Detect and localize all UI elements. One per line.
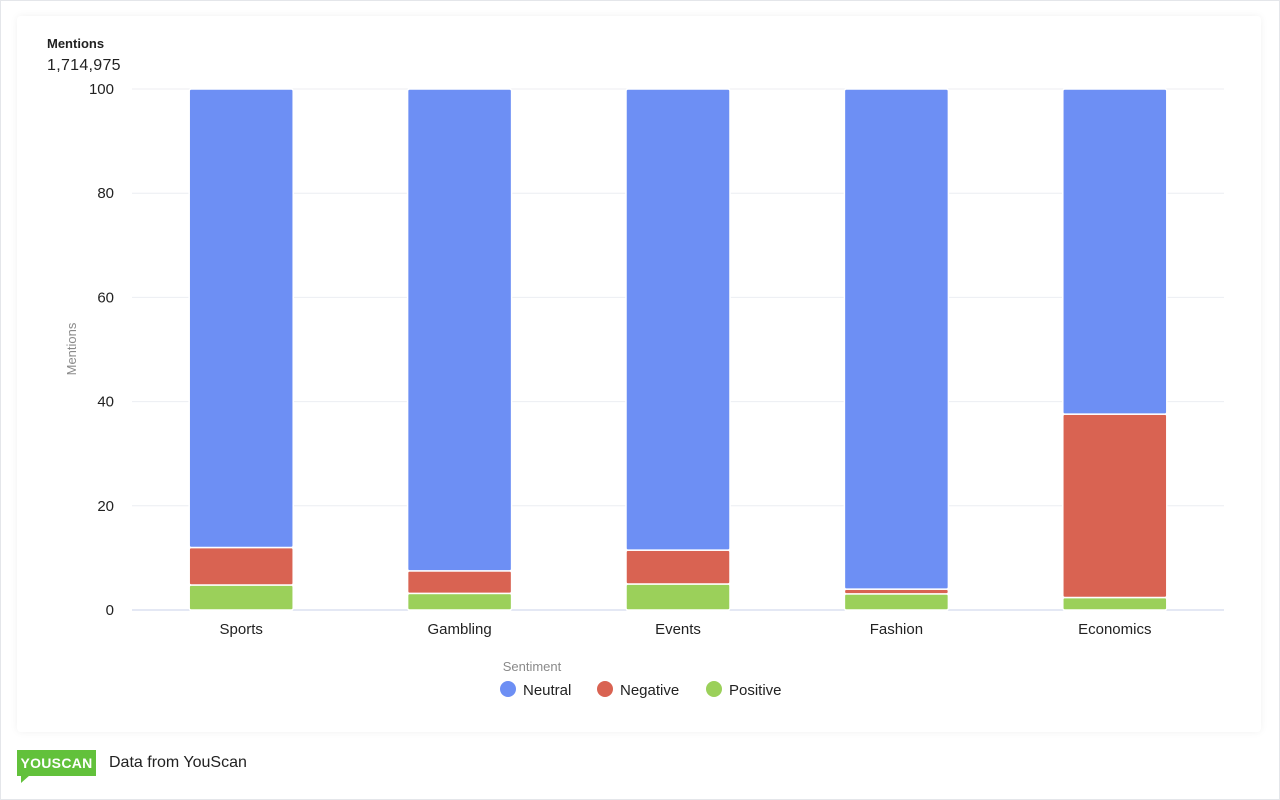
summary-value: 1,714,975 (47, 57, 121, 74)
legend-marker-negative (597, 681, 613, 697)
x-axis-ticks: Sports Gambling Events Fashion Economics (220, 621, 1152, 638)
bar-neutral-fashion[interactable] (843, 88, 950, 590)
y-axis-ticks: 0 20 40 60 80 100 (89, 81, 114, 619)
legend-item-negative[interactable]: Negative (620, 682, 679, 699)
legend-item-positive[interactable]: Positive (729, 682, 782, 699)
legend-marker-positive (706, 681, 722, 697)
bar-negative-economics[interactable] (1062, 413, 1168, 599)
footer-source-text: Data from YouScan (109, 754, 247, 771)
bar-positive-events[interactable] (625, 583, 731, 611)
y-tick-label: 80 (97, 185, 114, 202)
legend-title: Sentiment (503, 659, 562, 674)
bar-positive-sports[interactable] (188, 584, 294, 611)
bar-positive-economics[interactable] (1062, 596, 1168, 611)
bar-negative-sports[interactable] (188, 546, 294, 586)
summary-label: Mentions (47, 36, 105, 51)
bar-negative-events[interactable] (625, 549, 731, 585)
bar-neutral-economics[interactable] (1062, 88, 1168, 415)
bar-neutral-sports[interactable] (188, 88, 294, 549)
bars (188, 88, 1168, 611)
youscan-logo[interactable]: YOUSCAN (17, 750, 96, 776)
bar-positive-gambling[interactable] (406, 592, 513, 611)
y-tick-label: 40 (97, 394, 114, 411)
y-axis-label: Mentions (64, 322, 79, 375)
y-tick-label: 0 (106, 602, 114, 619)
legend-marker-neutral (500, 681, 516, 697)
youscan-logo-tail (21, 775, 30, 783)
bar-neutral-gambling[interactable] (406, 88, 513, 572)
x-tick-label: Economics (1078, 621, 1151, 638)
bar-neutral-events[interactable] (625, 88, 731, 551)
y-tick-label: 100 (89, 81, 114, 98)
bar-positive-fashion[interactable] (843, 593, 950, 611)
x-tick-label: Events (655, 621, 701, 638)
legend-item-neutral[interactable]: Neutral (523, 682, 571, 699)
x-tick-label: Gambling (427, 621, 491, 638)
y-tick-label: 20 (97, 498, 114, 515)
x-tick-label: Sports (220, 621, 263, 638)
y-tick-label: 60 (97, 289, 114, 306)
x-tick-label: Fashion (870, 621, 923, 638)
legend: Neutral Negative Positive (500, 681, 782, 699)
bar-negative-gambling[interactable] (406, 570, 513, 595)
